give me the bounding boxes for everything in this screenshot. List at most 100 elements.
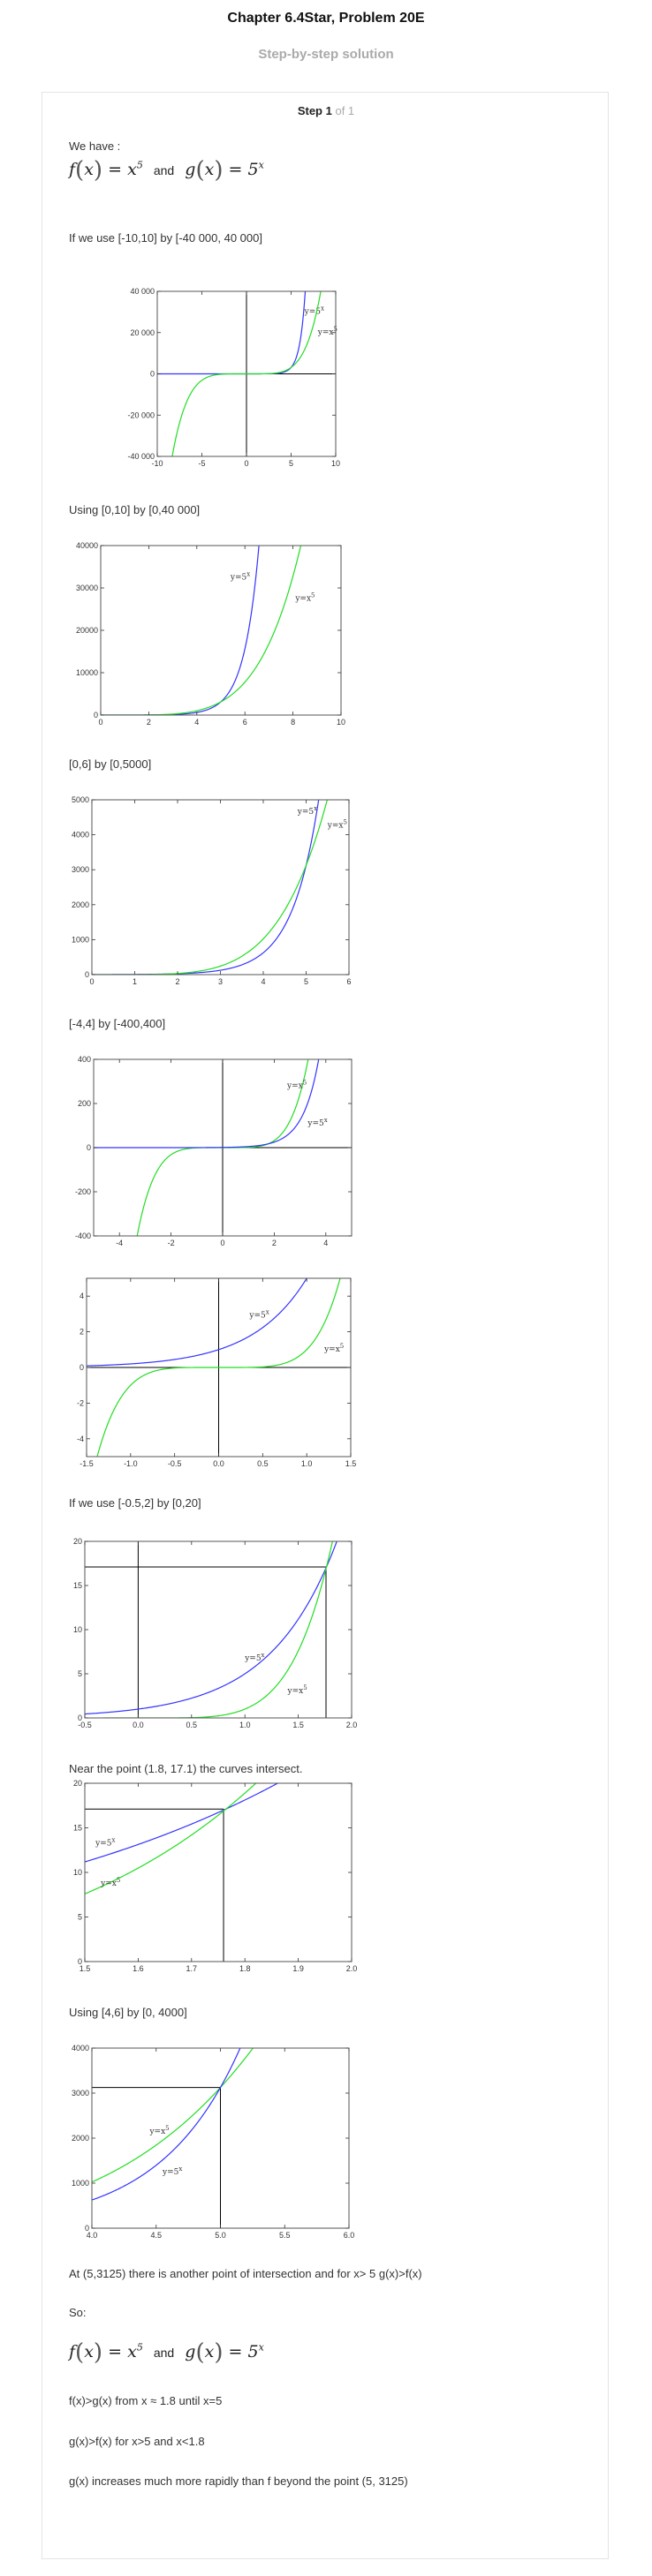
y-tick-label: 20000 — [76, 626, 98, 635]
y-tick-label: 2 — [80, 1328, 84, 1337]
page-title: Chapter 6.4Star, Problem 20E — [227, 11, 425, 26]
y-tick-label: 40 000 — [130, 287, 155, 296]
x-tick-label: 1.9 — [292, 1964, 304, 1973]
series-label-f: y=x5 — [327, 819, 347, 831]
f-name-2: f — [69, 2342, 76, 2361]
y-tick-label: 1000 — [72, 935, 89, 944]
we-have-text: We have : — [69, 139, 121, 153]
window2-text: Using [0,10] by [0,40 000] — [69, 503, 201, 516]
chart-6: y=5x y=x5 -0.5 0.0 0.5 1.0 1.5 2.0 0 5 10 15 20 — [73, 1537, 358, 1729]
y-tick-label: -200 — [75, 1187, 91, 1196]
window3-text: [0,6] by [0,5000] — [69, 757, 152, 771]
series-label-f: y=x5 — [317, 326, 337, 337]
g-arg: x — [204, 160, 215, 179]
f-exp-2: 5 — [136, 2341, 143, 2354]
series-label-f: y=x5 — [148, 2125, 169, 2136]
y-tick-label: -20 000 — [127, 411, 155, 419]
g-exp-2: x — [258, 2341, 264, 2354]
x-tick-label: -1.5 — [80, 1459, 94, 1468]
x-tick-label: -0.5 — [168, 1459, 182, 1468]
y-tick-label: 5 — [78, 1913, 82, 1922]
f-eq: = x — [108, 160, 137, 179]
x-tick-label: -1.0 — [124, 1459, 138, 1468]
y-tick-label: 2000 — [72, 900, 89, 909]
x-tick-label: 2.0 — [346, 1964, 358, 1973]
x-tick-label: 0 — [98, 718, 102, 727]
y-tick-label: 10 — [73, 1625, 82, 1634]
x-tick-label: 5.5 — [279, 2231, 291, 2240]
f-exp: 5 — [136, 159, 143, 171]
series-label-f: y=x5 — [100, 1877, 120, 1888]
chart-7: y=5x y=x5 1.5 1.6 1.7 1.8 1.9 2.0 0 5 10 15 20 — [73, 1779, 358, 1973]
y-tick-label: 3000 — [72, 865, 89, 874]
x-tick-label: 6.0 — [344, 2231, 355, 2240]
chart-8: y=x5 y=5x 4.0 4.5 5.0 5.5 6.0 0 1000 2000 3000 4000 — [72, 2044, 355, 2240]
chart-3: y=5x y=x5 0 1 2 3 4 5 6 0 1000 2000 3000 4000 5000 — [72, 795, 352, 986]
y-tick-label: 3000 — [72, 2089, 89, 2098]
intersection-text: Near the point (1.8, 17.1) the curves in… — [69, 1762, 303, 1775]
y-tick-label: 4000 — [72, 2044, 89, 2053]
g-eq-2: = 5 — [228, 2342, 259, 2361]
x-tick-label: 1.8 — [239, 1964, 251, 1973]
y-tick-label: -40 000 — [127, 452, 155, 461]
x-tick-label: 2 — [272, 1239, 277, 1247]
x-tick-label: 1.7 — [186, 1964, 198, 1973]
x-tick-label: 4.5 — [150, 2231, 162, 2240]
x-tick-label: 2.0 — [346, 1721, 358, 1729]
y-tick-label: 4000 — [72, 831, 89, 840]
conclusion-2: g(x)>f(x) for x>5 and x<1.8 — [69, 2435, 205, 2448]
window4-text: [-4,4] by [-400,400] — [69, 1017, 166, 1030]
y-tick-label: 0 — [85, 970, 89, 979]
step-count: of 1 — [335, 104, 355, 117]
y-tick-label: 20 — [73, 1779, 82, 1788]
y-tick-label: 40000 — [76, 541, 98, 550]
x-tick-label: 10 — [337, 718, 345, 727]
plot-frame — [91, 799, 350, 975]
x-tick-label: 10 — [331, 459, 340, 468]
chart-4: y=x5 y=5x -4 -2 0 2 4 -400 -200 0 200 400 — [75, 1055, 353, 1247]
y-tick-label: 15 — [73, 1824, 82, 1833]
y-tick-label: 5 — [78, 1669, 82, 1678]
series-label-g: y=5x — [297, 805, 317, 817]
and-text: and — [153, 163, 175, 177]
y-tick-label: 30000 — [76, 584, 98, 592]
series-line-f — [85, 1783, 257, 1894]
x-tick-label: 0.0 — [213, 1459, 224, 1468]
x-tick-label: 5.0 — [215, 2231, 226, 2240]
y-tick-label: 2000 — [72, 2134, 89, 2143]
y-tick-label: 20 000 — [130, 328, 155, 337]
x-tick-label: 6 — [243, 718, 247, 727]
step-label: Step 1 — [297, 104, 332, 117]
g-exp: x — [258, 159, 264, 171]
plot-frame — [84, 1540, 353, 1719]
x-tick-label: 6 — [346, 977, 351, 986]
function-definitions-2: f(x) = x5 and g(x) = 5x — [69, 2339, 264, 2366]
plot-frame — [100, 545, 342, 716]
series-line-g — [85, 1541, 337, 1715]
window8-text: Using [4,6] by [0, 4000] — [69, 2006, 187, 2019]
f-name: f — [69, 160, 76, 179]
x-tick-label: 5 — [304, 977, 308, 986]
chart-5: y=5x y=x5 -1.5 -1.0 -0.5 0.0 0.5 1.0 1.5 -4 -2 0 2 4 — [77, 1277, 356, 1468]
y-tick-label: 0 — [94, 711, 98, 719]
y-tick-label: 0 — [87, 1143, 91, 1152]
series-label-f: y=x5 — [286, 1080, 307, 1091]
x-tick-label: 4 — [261, 977, 265, 986]
conclusion-3: g(x) increases much more rapidly than f … — [69, 2474, 408, 2488]
x-tick-label: 1.6 — [133, 1964, 144, 1973]
x-tick-label: 1.0 — [239, 1721, 251, 1729]
x-tick-label: 0 — [89, 977, 94, 986]
series-line-g — [85, 1783, 279, 1863]
x-tick-label: 4 — [194, 718, 199, 727]
series-line-f — [96, 1278, 341, 1457]
y-tick-label: 10 — [73, 1868, 82, 1877]
y-tick-label: 0 — [150, 370, 155, 379]
x-tick-label: 1 — [133, 977, 137, 986]
so-text: So: — [69, 2306, 87, 2319]
chart-1: y=5x y=x5 -10 -5 0 5 10 -40 000 -20 000 0 20 000 40… — [127, 287, 340, 468]
y-tick-label: 10000 — [76, 668, 98, 677]
window6-text: If we use [-0.5,2] by [0,20] — [69, 1496, 201, 1510]
series-line-f — [171, 291, 322, 456]
y-tick-label: 5000 — [72, 795, 89, 804]
y-tick-label: 0 — [78, 1714, 82, 1722]
